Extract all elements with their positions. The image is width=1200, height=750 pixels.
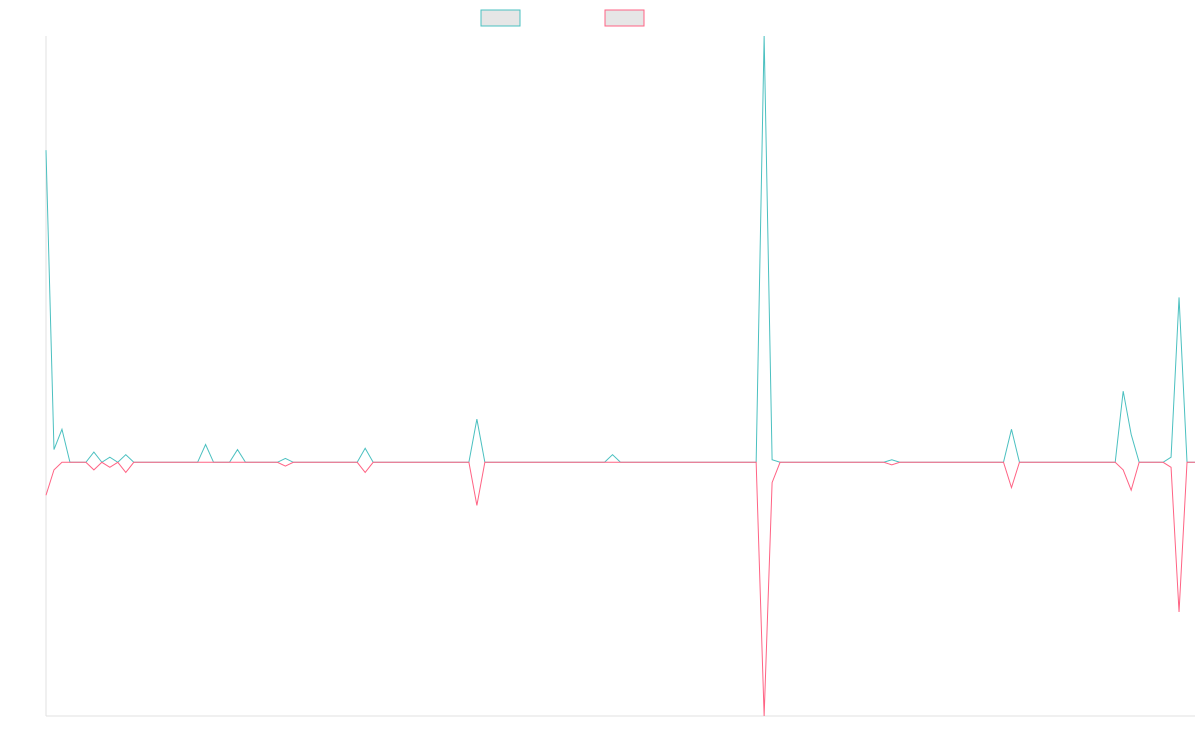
legend-swatch [604, 9, 645, 27]
series-line [45, 35, 1195, 463]
series-line [45, 461, 1195, 717]
legend-swatch [480, 9, 521, 27]
